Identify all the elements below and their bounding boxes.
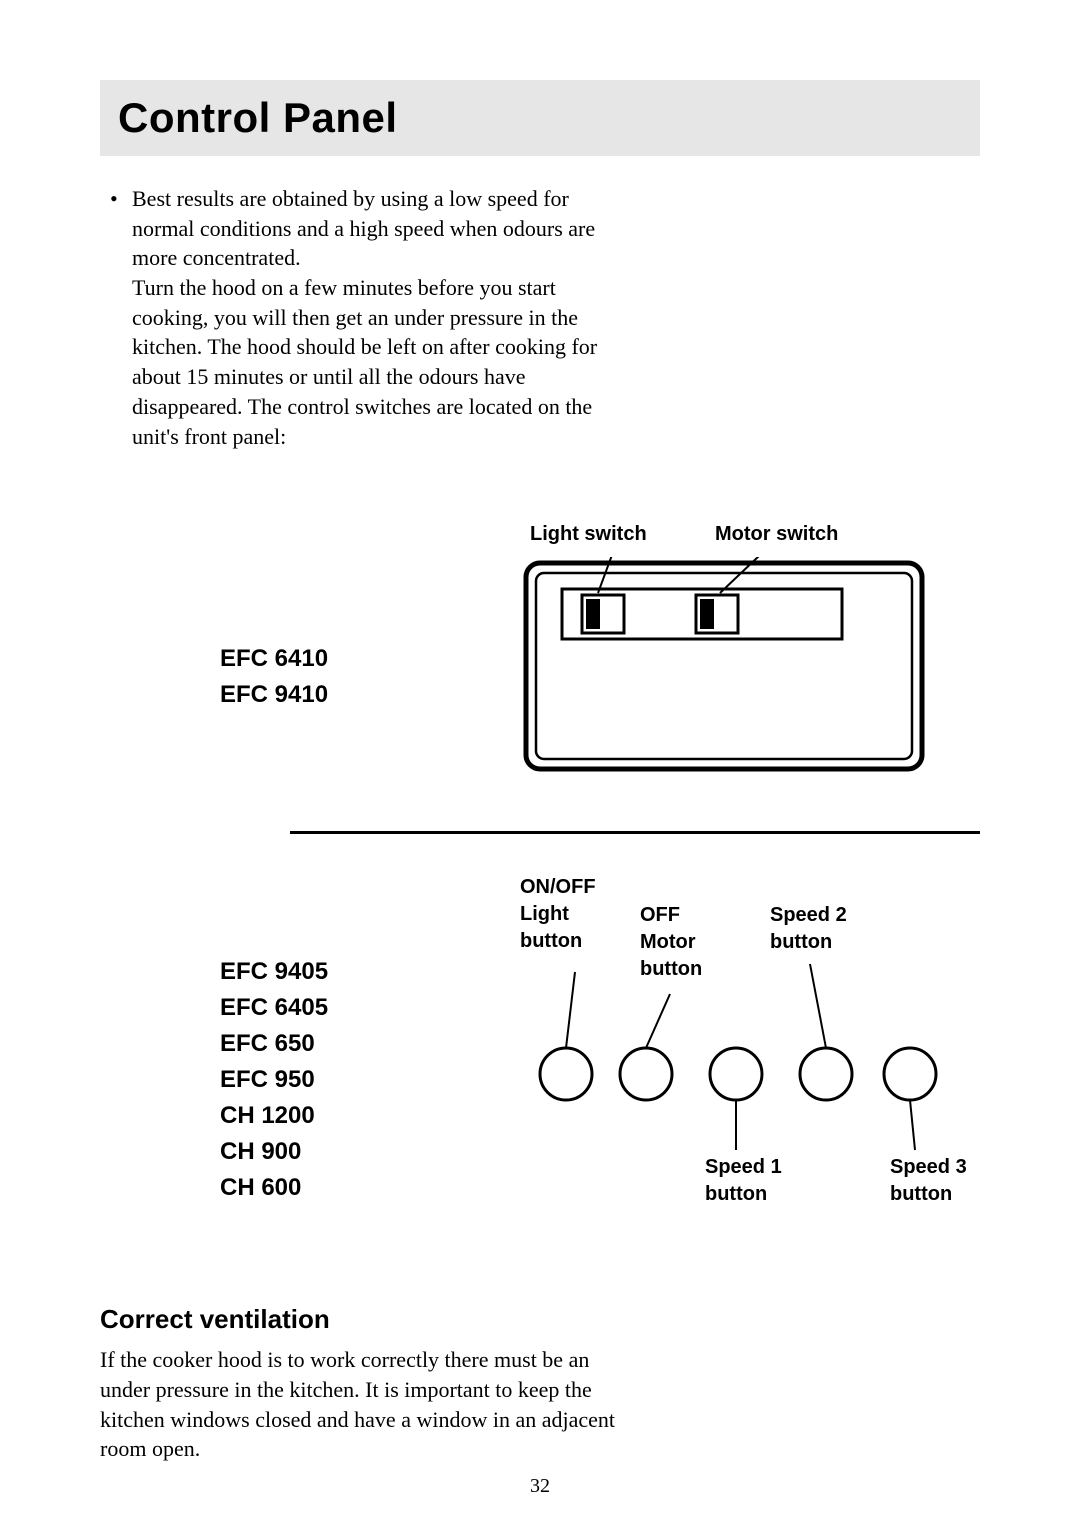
intro-text-1: Best results are obtained by using a low… [132,186,595,270]
title-bar: Control Panel [100,80,980,156]
light-switch-label: Light switch [530,521,647,548]
page-title: Control Panel [118,94,962,142]
ventilation-body: If the cooker hood is to work correctly … [100,1345,640,1464]
divider [290,831,980,834]
model-efc-6405: EFC 6405 [220,990,520,1026]
model-ch-600: CH 600 [220,1170,520,1206]
ventilation-heading: Correct ventilation [100,1304,980,1335]
page: Control Panel • Best results are obtaine… [0,0,1080,1528]
intro-text-2: Turn the hood on a few minutes before yo… [132,275,597,448]
panel-svg-2 [520,864,1020,1244]
model-efc-650: EFC 650 [220,1026,520,1062]
model-ch-1200: CH 1200 [220,1098,520,1134]
intro-paragraph: • Best results are obtained by using a l… [110,184,630,451]
model-ch-900: CH 900 [220,1134,520,1170]
panel-svg-1 [520,557,930,797]
model-efc-9405: EFC 9405 [220,954,520,990]
page-number: 32 [0,1475,1080,1498]
model-efc-6410: EFC 6410 [220,641,520,677]
bullet-icon: • [110,184,132,451]
diagram2-models: EFC 9405 EFC 6405 EFC 650 EFC 950 CH 120… [220,954,520,1206]
motor-switch-label: Motor switch [715,521,838,548]
model-efc-950: EFC 950 [220,1062,520,1098]
diagram1: Light switch Motor switch [520,521,980,811]
diagram2: ON/OFF Light button OFF Motor button Spe… [520,864,980,1244]
ventilation-section: Correct ventilation If the cooker hood i… [100,1304,980,1464]
diagram1-models: EFC 6410 EFC 9410 [220,641,520,713]
model-efc-9410: EFC 9410 [220,677,520,713]
